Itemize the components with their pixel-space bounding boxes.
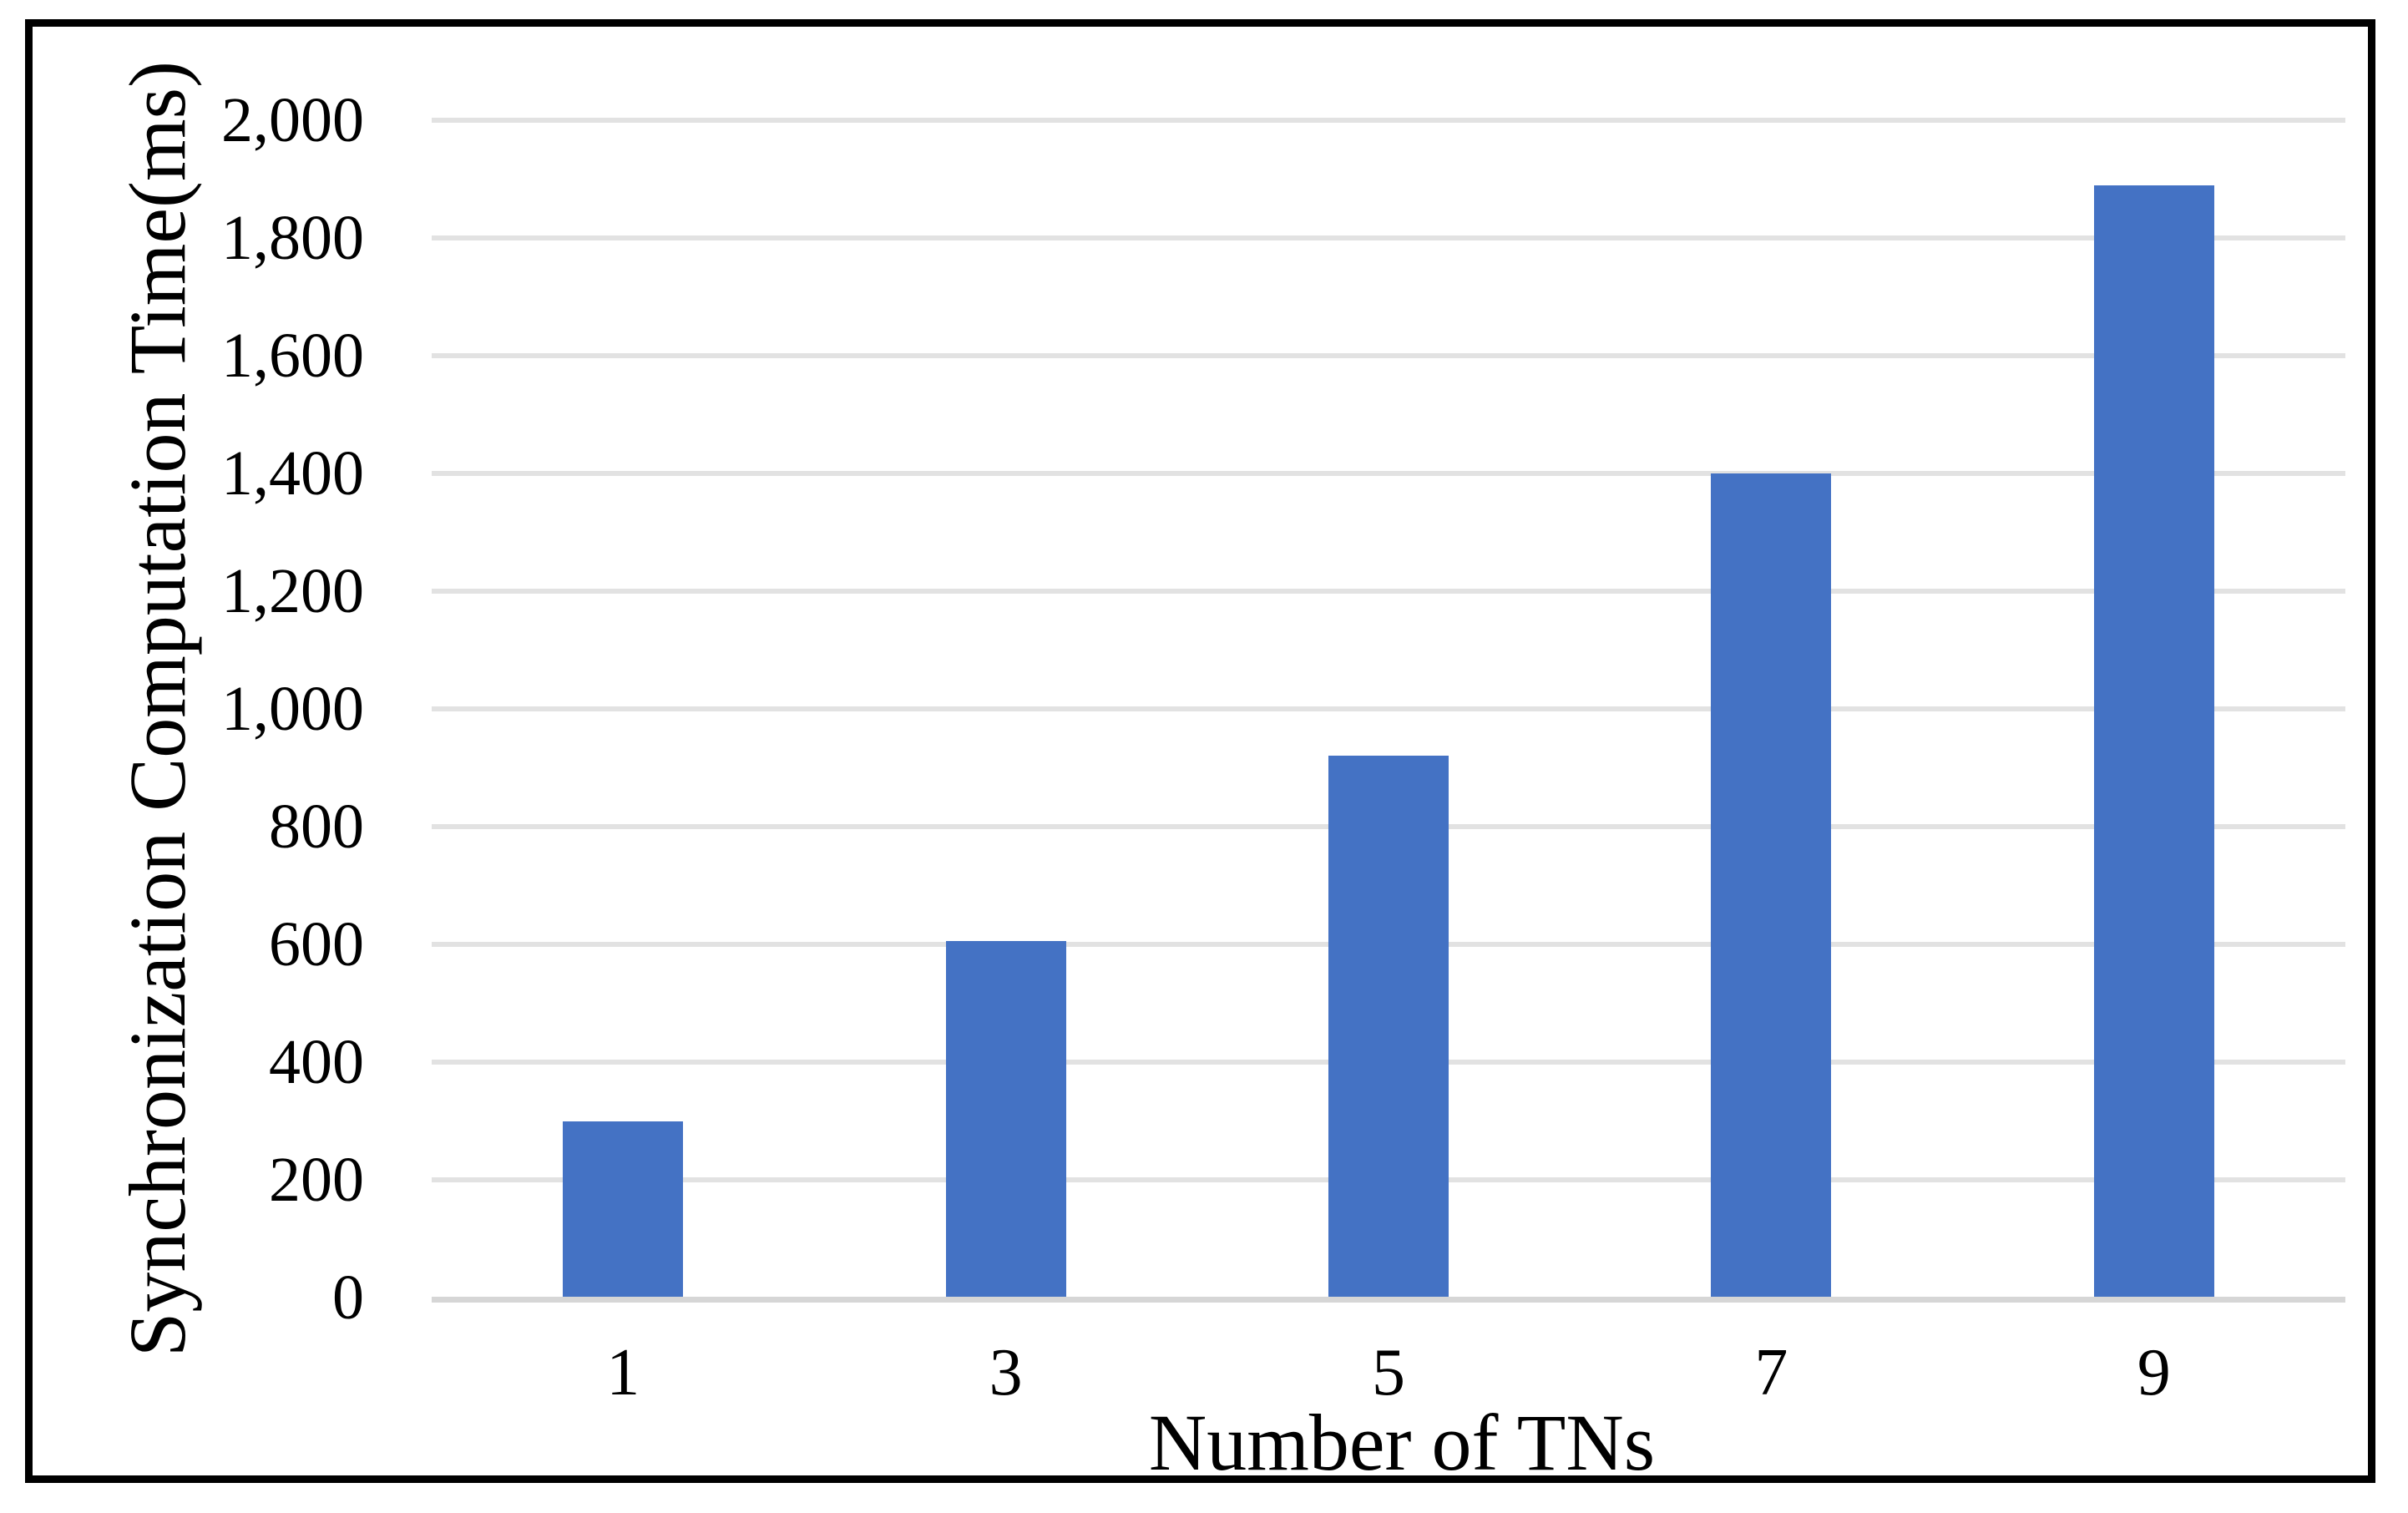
x-tick-label-7: 7 bbox=[1754, 1336, 1788, 1409]
y-tick-label-600: 600 bbox=[269, 909, 364, 979]
y-tick-label-800: 800 bbox=[269, 792, 364, 862]
x-axis-line bbox=[432, 1297, 2345, 1303]
bar-tn-1 bbox=[563, 1121, 684, 1298]
x-tick-label-3: 3 bbox=[989, 1336, 1023, 1409]
y-tick-label-1400: 1,400 bbox=[221, 438, 364, 509]
x-tick-label-9: 9 bbox=[2137, 1336, 2171, 1409]
y-tick-label-1000: 1,000 bbox=[221, 674, 364, 744]
y-tick-label-1200: 1,200 bbox=[221, 556, 364, 626]
y-tick-label-200: 200 bbox=[269, 1145, 364, 1215]
y-tick-label-2000: 2,000 bbox=[221, 85, 364, 155]
x-axis-title: Number of TNs bbox=[1148, 1398, 1656, 1487]
x-tick-label-5: 5 bbox=[1372, 1336, 1405, 1409]
bar-tn-5 bbox=[1328, 756, 1449, 1298]
bar-tn-3 bbox=[945, 941, 1066, 1298]
gridline-1600 bbox=[432, 353, 2345, 358]
x-tick-label-1: 1 bbox=[606, 1336, 640, 1409]
y-tick-label-1800: 1,800 bbox=[221, 203, 364, 273]
gridline-1000 bbox=[432, 706, 2345, 711]
gridline-1200 bbox=[432, 589, 2345, 594]
plot-area bbox=[432, 118, 2345, 1303]
y-tick-label-1600: 1,600 bbox=[221, 321, 364, 391]
gridline-2000 bbox=[432, 118, 2345, 123]
bar-tn-9 bbox=[2093, 185, 2214, 1298]
gridline-1400 bbox=[432, 471, 2345, 476]
y-tick-label-0: 0 bbox=[332, 1263, 364, 1333]
y-tick-label-400: 400 bbox=[269, 1027, 364, 1097]
gridline-1800 bbox=[432, 235, 2345, 240]
chart-frame: Synchronization Computation Time(ms) 0 20… bbox=[25, 19, 2375, 1483]
bar-tn-7 bbox=[1711, 473, 1832, 1298]
